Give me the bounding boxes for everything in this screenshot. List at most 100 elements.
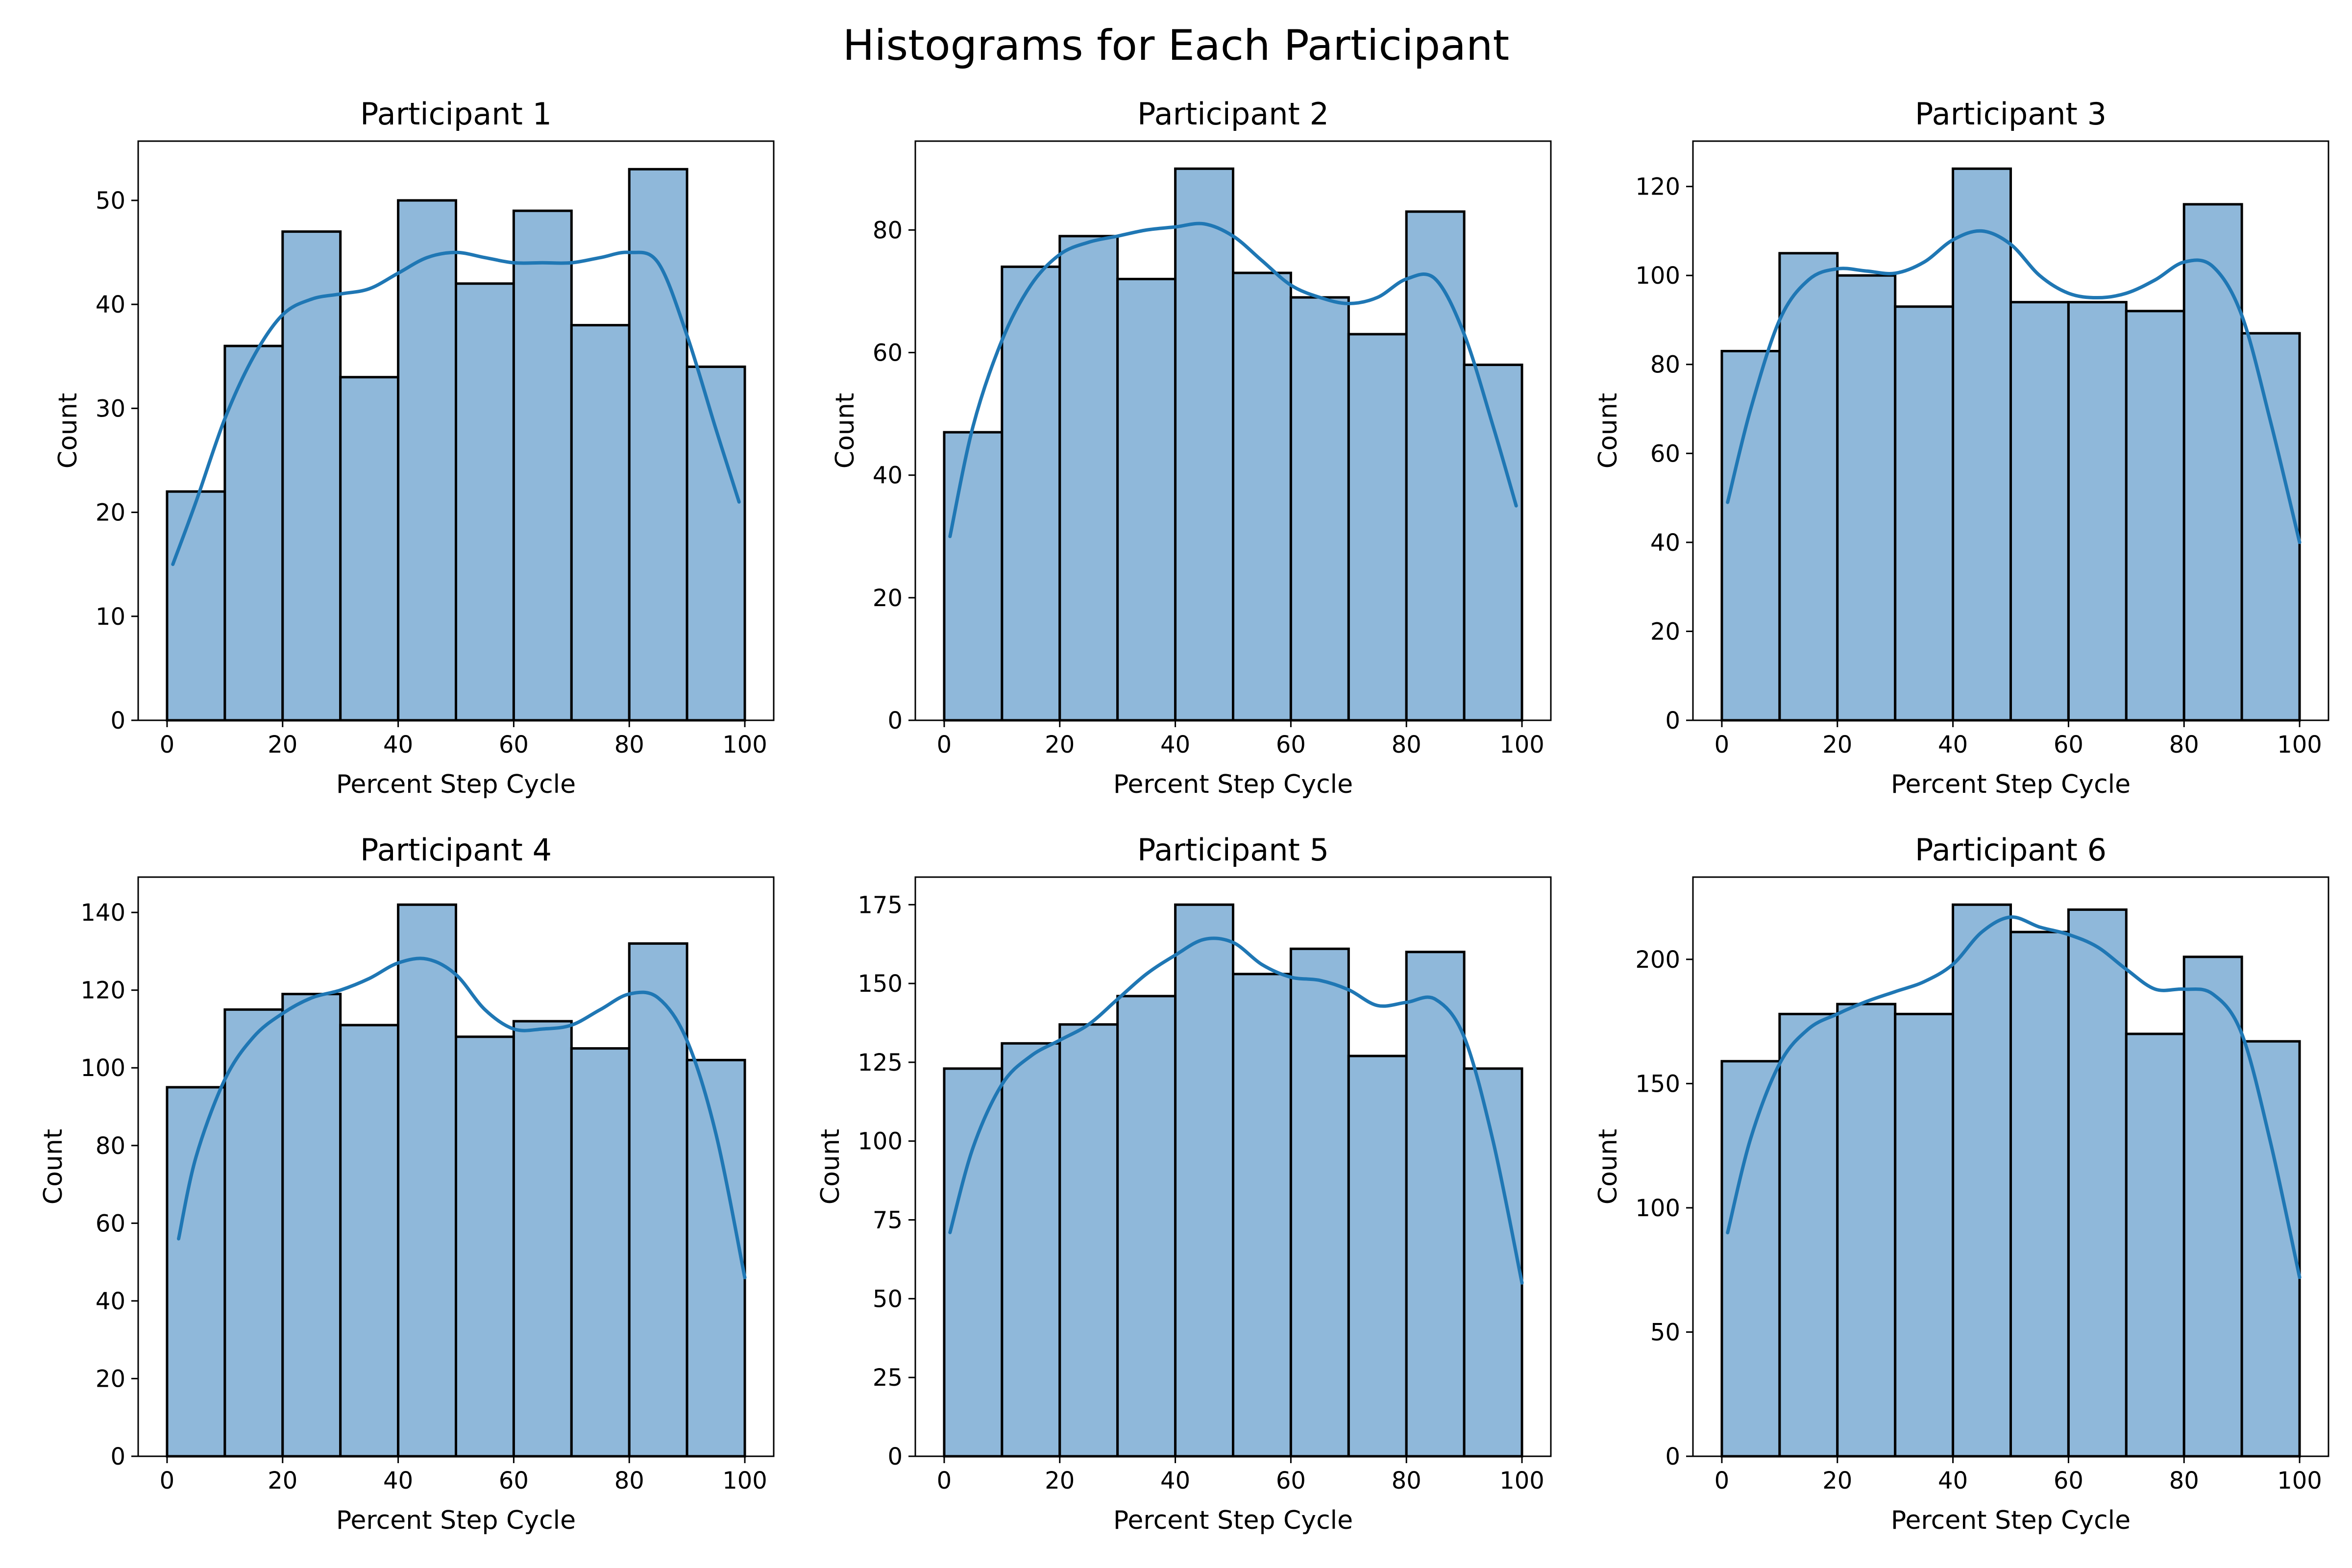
histogram-bar (1174, 903, 1234, 1458)
histogram-bar (943, 431, 1004, 722)
histogram-bar (1174, 167, 1234, 722)
x-tick-label: 100 (1499, 731, 1544, 759)
x-tick-label: 80 (614, 731, 644, 759)
x-axis-label: Percent Step Cycle (336, 1506, 576, 1535)
y-tick-label: 200 (1635, 946, 1680, 974)
histogram-bar (1952, 167, 2012, 722)
histogram-bar (2182, 956, 2243, 1458)
x-tick-label: 100 (722, 731, 767, 759)
y-axis-label: Count (1593, 1129, 1623, 1204)
y-tick-label: 80 (873, 217, 903, 244)
y-tick-label: 40 (1650, 529, 1680, 557)
y-axis-label: Count (1593, 393, 1623, 468)
x-axis-label: Percent Step Cycle (1113, 1506, 1353, 1535)
histogram-bar (455, 1035, 515, 1458)
histogram-bar (512, 209, 573, 722)
x-tick-label: 0 (937, 731, 952, 759)
histogram-bar (455, 282, 515, 722)
y-tick-label: 80 (96, 1132, 125, 1160)
histogram-bar (2009, 301, 2070, 722)
x-axis-label: Percent Step Cycle (1113, 770, 1353, 799)
x-tick-label: 40 (1160, 731, 1190, 759)
histogram-bar (1347, 1054, 1408, 1458)
histogram-bar (1232, 271, 1292, 722)
y-tick-label: 25 (873, 1364, 903, 1392)
histogram-bar (397, 199, 457, 722)
y-tick-label: 20 (1650, 618, 1680, 645)
histogram-bar (1463, 364, 1523, 722)
y-axis-label: Count (53, 393, 83, 468)
histogram-bar (2240, 1040, 2301, 1458)
x-axis-label: Percent Step Cycle (1891, 1506, 2131, 1535)
histogram-bar (2240, 332, 2301, 722)
subplot-title: Participant 5 (1137, 832, 1329, 868)
histogram-bar (2009, 931, 2070, 1458)
y-tick-label: 0 (110, 1443, 125, 1470)
y-tick-label: 50 (96, 187, 125, 215)
y-tick-label: 60 (1650, 440, 1680, 467)
x-tick-label: 100 (722, 1467, 767, 1494)
x-tick-label: 100 (1499, 1467, 1544, 1494)
x-tick-label: 20 (268, 1467, 297, 1494)
histogram-bar (1720, 1060, 1781, 1458)
y-tick-label: 0 (887, 1443, 903, 1470)
histogram-bar (2125, 310, 2185, 722)
y-tick-label: 0 (1665, 707, 1680, 735)
histogram-bar (1463, 1067, 1523, 1458)
histogram-bar (1116, 995, 1177, 1458)
x-tick-label: 20 (1045, 1467, 1075, 1494)
histogram-bar (166, 1086, 226, 1458)
histogram-bar (281, 993, 342, 1458)
y-tick-label: 100 (1635, 1195, 1680, 1222)
histogram-bar (1405, 210, 1466, 722)
x-tick-label: 100 (2277, 1467, 2322, 1494)
x-tick-label: 80 (2169, 731, 2199, 759)
y-tick-label: 75 (873, 1207, 903, 1234)
x-tick-label: 0 (1715, 1467, 1730, 1494)
subplot-1: 0 20 40 60 80 100 0 10 20 30 40 50 Participant 1 Perc… (53, 96, 775, 799)
kde-line (177, 956, 747, 1279)
x-tick-label: 40 (1160, 1467, 1190, 1494)
histogram-bar (570, 1047, 631, 1458)
axes-frame (137, 140, 775, 721)
histogram-bar (1058, 1023, 1119, 1458)
histogram-bar (1405, 951, 1466, 1458)
histogram-bar (166, 490, 226, 722)
x-axis-label: Percent Step Cycle (336, 770, 576, 799)
histogram-bar (2125, 1032, 2185, 1458)
y-tick-label: 120 (80, 977, 125, 1004)
x-tick-label: 60 (1276, 731, 1306, 759)
histogram-bar (339, 376, 400, 722)
kde-line (948, 936, 1524, 1285)
x-tick-label: 80 (2169, 1467, 2199, 1494)
histogram-bar (1347, 333, 1408, 722)
x-tick-label: 0 (937, 1467, 952, 1494)
histogram-bar (281, 230, 342, 722)
x-axis-label: Percent Step Cycle (1891, 770, 2131, 799)
subplot-3: 0 20 40 60 80 100 0 20 40 60 80 100 120 Participant 3… (1593, 96, 2329, 799)
kde-line (171, 250, 741, 566)
histogram-bar (223, 344, 284, 722)
y-tick-label: 10 (96, 603, 125, 631)
x-tick-label: 80 (1392, 1467, 1421, 1494)
x-tick-label: 40 (1938, 731, 1968, 759)
x-tick-label: 0 (160, 1467, 175, 1494)
x-tick-label: 0 (160, 731, 175, 759)
x-tick-label: 60 (2054, 1467, 2083, 1494)
histogram-bar (512, 1020, 573, 1458)
y-axis-label: Count (816, 1129, 845, 1204)
x-tick-label: 60 (499, 731, 529, 759)
x-tick-label: 40 (383, 731, 413, 759)
y-tick-label: 20 (96, 1365, 125, 1393)
histogram-bar (686, 1058, 746, 1458)
histogram-bar (1116, 277, 1177, 722)
histogram-bar (1778, 252, 1839, 722)
axes-frame (1692, 876, 2329, 1457)
y-tick-label: 0 (110, 707, 125, 735)
histogram-bar (1058, 235, 1119, 722)
x-tick-label: 80 (1392, 731, 1421, 759)
y-tick-label: 20 (96, 499, 125, 527)
y-tick-label: 140 (80, 899, 125, 927)
x-tick-label: 100 (2277, 731, 2322, 759)
